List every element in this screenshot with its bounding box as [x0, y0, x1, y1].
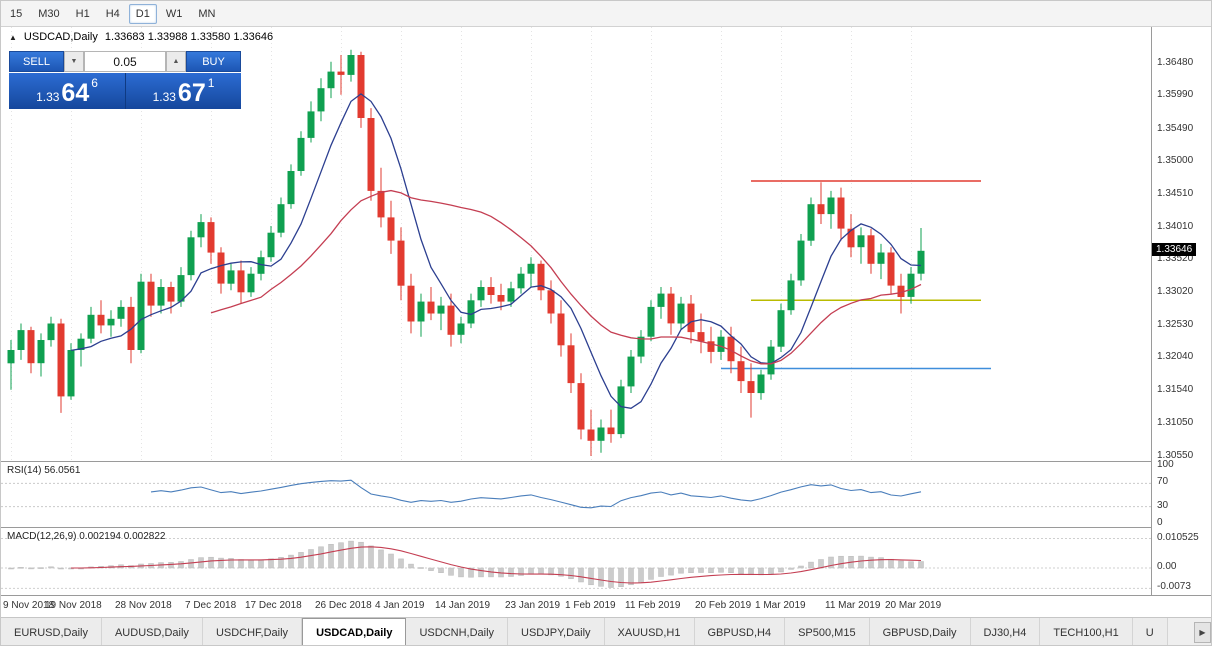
candles	[7, 49, 925, 456]
price-axis-label: 1.35000	[1157, 155, 1194, 167]
macd-indicator-panel: MACD(12,26,9) 0.002194 0.002822	[1, 527, 1211, 595]
chart-tab-bar: EURUSD,Daily AUDUSD,Daily USDCHF,Daily USDC…	[1, 617, 1211, 645]
timeframe-button-m30[interactable]: M30	[38, 7, 60, 20]
sell-button[interactable]: SELL	[9, 51, 64, 72]
timeframe-button-h1[interactable]: H1	[75, 7, 90, 20]
buy-price-sup: 1	[207, 76, 215, 90]
price-axis-label: 1.33020	[1157, 286, 1194, 298]
price-axis-label: 1.32530	[1157, 318, 1194, 330]
price-axis-label: 1.33520	[1157, 253, 1194, 265]
tab-usdchf-daily[interactable]: USDCHF,Daily	[202, 618, 303, 645]
arrow-right-icon: ▶	[1199, 628, 1206, 637]
date-axis-label: 20 Mar 2019	[885, 600, 942, 611]
rsi-axis-label: 70	[1157, 476, 1169, 488]
sell-price-prefix: 1.33	[36, 90, 60, 104]
date-axis-label: 19 Nov 2018	[45, 600, 102, 611]
tab-tech100-h1[interactable]: TECH100,H1	[1040, 618, 1133, 645]
buy-price-big: 67	[177, 79, 206, 108]
tab-audusd-daily[interactable]: AUDUSD,Daily	[101, 618, 203, 645]
timeframe-button-h4[interactable]: H4	[105, 7, 120, 20]
date-axis-label: 26 Dec 2018	[315, 600, 372, 611]
rsi-label: RSI(14) 56.0561	[7, 465, 81, 476]
price-axis-label: 1.31540	[1157, 384, 1194, 396]
tab-eurusd-daily[interactable]: EURUSD,Daily	[1, 618, 102, 645]
date-axis-label: 28 Nov 2018	[115, 600, 172, 611]
rsi-chart-svg	[1, 479, 1151, 509]
buy-price-display[interactable]: 1.33 67 1	[125, 73, 241, 109]
chevron-up-icon: ▲	[172, 58, 180, 65]
macd-axis-label: 0.010525	[1157, 531, 1199, 543]
date-axis-label: 9 Nov 2018	[3, 600, 55, 611]
tab-scroll-right-button[interactable]: ▶	[1194, 622, 1211, 643]
date-axis-label: 17 Dec 2018	[245, 600, 302, 611]
rsi-indicator-panel: RSI(14) 56.0561	[1, 461, 1211, 527]
timeframe-button-w1[interactable]: W1	[165, 7, 183, 20]
timeframe-button-15[interactable]: 15	[10, 7, 23, 20]
sell-price-sup: 6	[91, 76, 98, 90]
collapse-arrow-icon[interactable]: ▲	[9, 32, 17, 42]
macd-signal-line	[71, 546, 922, 584]
current-price-tag: 1.33646	[1152, 242, 1197, 256]
price-axis-label: 1.35490	[1157, 122, 1194, 134]
price-axis-label: 1.34510	[1157, 187, 1194, 199]
date-axis-label: 11 Feb 2019	[625, 600, 681, 611]
rsi-axis-label: 30	[1157, 499, 1169, 511]
sell-price-display[interactable]: 1.33 64 6	[9, 73, 125, 109]
tab-usdjpy-daily[interactable]: USDJPY,Daily	[508, 618, 605, 645]
date-axis-label: 20 Feb 2019	[695, 600, 752, 611]
tab-xauusd-h1[interactable]: XAUUSD,H1	[604, 618, 695, 645]
main-chart-area: ▲ USDCAD,Daily 1.33683 1.33988 1.33580 1…	[1, 27, 1151, 461]
macd-label: MACD(12,26,9) 0.002194 0.002822	[7, 531, 166, 542]
tab-u[interactable]: U	[1132, 618, 1168, 645]
timeframe-toolbar: 15 M30 H1 H4 D1 W1 MN	[1, 1, 1211, 27]
date-axis-label: 14 Jan 2019	[435, 600, 491, 611]
ma-fast-line	[70, 93, 922, 409]
rsi-line	[150, 479, 922, 509]
date-axis-label: 1 Feb 2019	[565, 600, 616, 611]
price-axis-label: 1.34010	[1157, 220, 1194, 232]
date-axis-label: 11 Mar 2019	[825, 600, 881, 611]
tab-gbpusd-h4[interactable]: GBPUSD,H4	[694, 618, 786, 645]
price-axis-label: 1.36480	[1157, 57, 1194, 68]
chart-title: ▲ USDCAD,Daily 1.33683 1.33988 1.33580 1…	[9, 31, 273, 43]
price-axis: 1.33646 1.36480 1.35990 1.35490 1.35000 1.34…	[1151, 27, 1211, 595]
macd-axis-label: 0.00	[1157, 561, 1177, 572]
macd-chart-svg	[1, 538, 1151, 589]
volume-dropdown-button[interactable]: ▼	[64, 51, 84, 72]
rsi-axis-label: 100	[1157, 459, 1174, 470]
tab-usdcad-daily[interactable]: USDCAD,Daily	[302, 618, 407, 645]
date-axis-label: 4 Jan 2019	[375, 600, 425, 611]
price-axis-label: 1.31050	[1157, 416, 1194, 428]
volume-input[interactable]	[84, 51, 166, 72]
volume-increase-button[interactable]: ▲	[166, 51, 186, 72]
rsi-axis-label: 0	[1157, 517, 1163, 528]
tab-sp500-m15[interactable]: SP500,M15	[785, 618, 870, 645]
chart-ohlc-values: 1.33683 1.33988 1.33580 1.33646	[104, 31, 274, 43]
macd-axis-label: -0.0073	[1157, 581, 1191, 593]
date-axis: 9 Nov 2018 19 Nov 2018 28 Nov 2018 7 Dec 20…	[1, 595, 1211, 617]
horizontal-level-lines	[721, 180, 991, 370]
one-click-trade-panel: SELL ▼ ▲ BUY 1.33 64 6 1.33 67	[9, 51, 241, 109]
buy-button[interactable]: BUY	[186, 51, 241, 72]
timeframe-button-mn[interactable]: MN	[198, 7, 216, 20]
price-axis-label: 1.30550	[1157, 450, 1194, 461]
price-axis-label: 1.35990	[1157, 89, 1194, 101]
price-axis-label: 1.32040	[1157, 351, 1194, 363]
tab-gbpusd-daily[interactable]: GBPUSD,Daily	[869, 618, 971, 645]
sell-price-big: 64	[61, 79, 90, 108]
chevron-down-icon: ▼	[70, 58, 78, 65]
date-axis-label: 7 Dec 2018	[185, 600, 237, 611]
price-chart-svg[interactable]	[1, 27, 1151, 461]
chart-symbol-label: USDCAD,Daily	[23, 31, 98, 43]
date-axis-label: 1 Mar 2019	[755, 600, 806, 611]
buy-price-prefix: 1.33	[152, 90, 176, 104]
tab-dj30-h4[interactable]: DJ30,H4	[970, 618, 1041, 645]
chart-tabs: EURUSD,Daily AUDUSD,Daily USDCHF,Daily USDC…	[1, 618, 1211, 645]
timeframe-button-d1[interactable]: D1	[128, 3, 157, 24]
tab-usdcnh-daily[interactable]: USDCNH,Daily	[406, 618, 509, 645]
ma-slow-line	[210, 189, 922, 365]
date-axis-label: 23 Jan 2019	[505, 600, 561, 611]
macd-histogram	[8, 540, 924, 588]
